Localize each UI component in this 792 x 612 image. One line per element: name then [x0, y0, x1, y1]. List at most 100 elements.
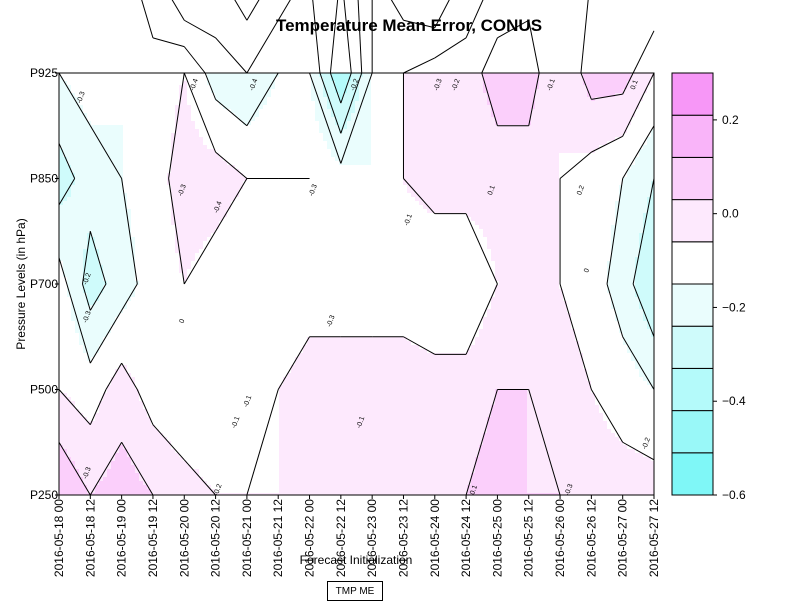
contour-cell	[599, 125, 603, 129]
contour-cell	[271, 181, 275, 185]
contour-cell	[255, 201, 259, 205]
contour-cell	[583, 173, 587, 177]
contour-cell	[335, 137, 339, 141]
contour-cell	[359, 173, 363, 177]
contour-cell	[163, 81, 167, 85]
contour-cell	[607, 101, 611, 105]
contour-cell	[455, 121, 459, 125]
contour-cell	[275, 161, 279, 165]
contour-cell	[451, 193, 455, 197]
contour-cell	[591, 81, 595, 85]
contour-cell	[159, 113, 163, 117]
contour-cell	[151, 109, 155, 113]
contour-cell	[643, 145, 647, 149]
contour-cell	[131, 137, 135, 141]
contour-cell	[211, 169, 215, 173]
contour-cell	[367, 185, 371, 189]
contour-cell	[215, 89, 219, 93]
contour-cell	[619, 85, 623, 89]
contour-cell	[407, 101, 411, 105]
contour-cell	[475, 117, 479, 121]
contour-cell	[127, 153, 131, 157]
contour-cell	[619, 149, 623, 153]
contour-cell	[243, 105, 247, 109]
contour-cell	[467, 157, 471, 161]
contour-cell	[595, 101, 599, 105]
contour-cell	[83, 77, 87, 81]
contour-cell	[75, 181, 79, 185]
contour-cell	[291, 201, 295, 205]
contour-cell	[299, 201, 303, 205]
contour-cell	[507, 169, 511, 173]
contour-cell	[627, 137, 631, 141]
contour-cell	[431, 157, 435, 161]
contour-cell	[367, 113, 371, 117]
contour-cell	[367, 165, 371, 169]
contour-cell	[291, 145, 295, 149]
contour-cell	[563, 113, 567, 117]
contour-cell	[283, 105, 287, 109]
contour-cell	[67, 97, 71, 101]
contour-cell	[487, 149, 491, 153]
contour-cell	[639, 77, 643, 81]
contour-cell	[131, 157, 135, 161]
contour-cell	[547, 133, 551, 137]
contour-cell	[503, 81, 507, 85]
contour-cell	[555, 97, 559, 101]
contour-cell	[355, 201, 359, 205]
contour-cell	[439, 93, 443, 97]
contour-cell	[199, 93, 203, 97]
contour-cell	[247, 181, 251, 185]
contour-cell	[447, 117, 451, 121]
contour-cell	[647, 157, 651, 161]
contour-cell	[495, 89, 499, 93]
contour-cell	[311, 165, 315, 169]
contour-cell	[435, 117, 439, 121]
contour-cell	[99, 121, 103, 125]
contour-cell	[115, 117, 119, 121]
contour-cell	[315, 133, 319, 137]
contour-cell	[327, 141, 331, 145]
contour-cell	[391, 189, 395, 193]
contour-cell	[639, 193, 643, 197]
contour-cell	[187, 173, 191, 177]
contour-cell	[455, 113, 459, 117]
contour-cell	[115, 189, 119, 193]
contour-cell	[79, 197, 83, 201]
contour-cell	[435, 93, 439, 97]
contour-cell	[63, 101, 67, 105]
contour-cell	[259, 77, 263, 81]
contour-cell	[343, 161, 347, 165]
contour-cell	[587, 73, 591, 77]
contour-cell	[619, 105, 623, 109]
contour-cell	[347, 173, 351, 177]
contour-cell	[183, 149, 187, 153]
contour-cell	[523, 101, 527, 105]
contour-cell	[499, 109, 503, 113]
contour-cell	[163, 117, 167, 121]
contour-cell	[623, 81, 627, 85]
contour-cell	[563, 201, 567, 205]
contour-cell	[559, 73, 563, 77]
contour-cell	[215, 125, 219, 129]
contour-cell	[351, 149, 355, 153]
contour-cell	[539, 189, 543, 193]
contour-cell	[423, 73, 427, 77]
contour-cell	[87, 109, 91, 113]
contour-cell	[127, 89, 131, 93]
contour-cell	[563, 153, 567, 157]
contour-cell	[623, 93, 627, 97]
contour-cell	[459, 129, 463, 133]
contour-cell	[623, 161, 627, 165]
contour-cell	[211, 101, 215, 105]
contour-cell	[363, 101, 367, 105]
contour-cell	[567, 181, 571, 185]
contour-cell	[275, 169, 279, 173]
contour-cell	[367, 133, 371, 137]
contour-cell	[99, 89, 103, 93]
contour-cell	[395, 173, 399, 177]
contour-cell	[347, 121, 351, 125]
contour-cell	[335, 193, 339, 197]
contour-cell	[79, 137, 83, 141]
contour-cell	[607, 77, 611, 81]
